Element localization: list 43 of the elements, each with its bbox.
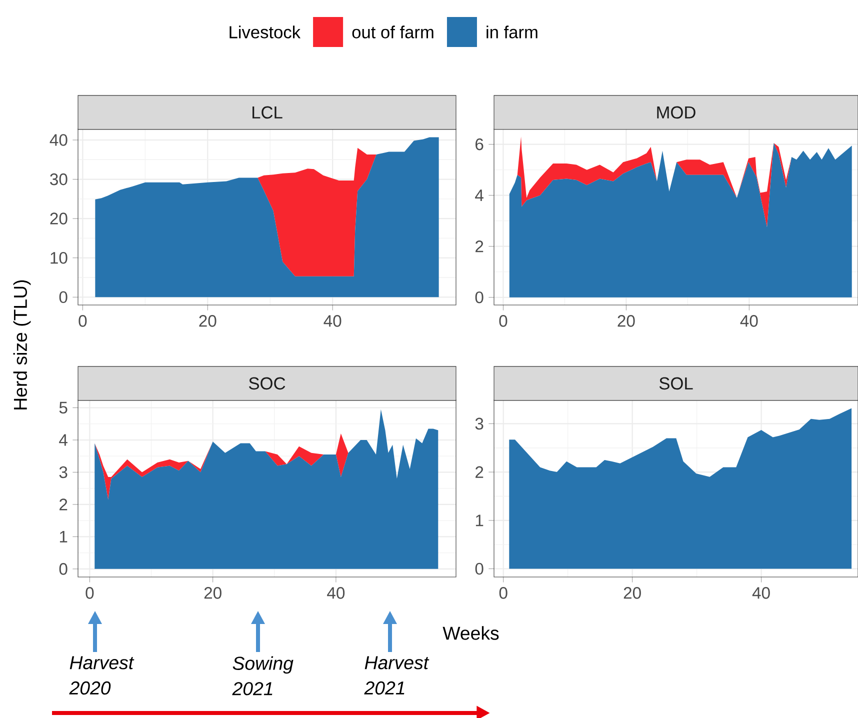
y-tick-label: 30 [50, 173, 68, 186]
x-tick-label: 0 [86, 587, 94, 599]
chart-title: SOL [659, 377, 693, 390]
y-tick-label: 5 [59, 402, 68, 414]
x-tick-label: 20 [199, 315, 216, 327]
y-tick-label: 0 [59, 291, 68, 304]
x-tick-label: 40 [327, 587, 345, 599]
y-tick-label: 4 [59, 434, 68, 446]
x-axis-title: Weeks [442, 626, 499, 640]
y-tick-label: 10 [50, 252, 68, 264]
y-tick-label: 0 [475, 291, 484, 304]
y-tick-label: 6 [476, 138, 484, 150]
legend-label: out of farm [352, 26, 434, 38]
x-tick-label: 40 [740, 315, 758, 327]
chart-title: SOC [249, 377, 286, 390]
x-tick-label: 40 [324, 315, 342, 327]
x-tick-label: 20 [624, 587, 641, 599]
x-tick-label: 0 [78, 315, 87, 327]
chart-title: MOD [657, 106, 696, 119]
y-tick-label: 2 [60, 498, 68, 510]
y-tick-label: 4 [475, 190, 484, 202]
y-tick-label: 1 [60, 530, 68, 542]
x-tick-label: 20 [204, 587, 222, 599]
y-tick-label: 0 [59, 563, 68, 575]
y-tick-label: 3 [59, 466, 68, 478]
y-axis-title: Herd size (TLU) [13, 280, 31, 410]
y-tick-label: 20 [50, 212, 68, 224]
y-tick-label: 2 [476, 240, 484, 252]
legend-title: Livestock [230, 26, 301, 38]
y-tick-label: 3 [475, 418, 484, 430]
x-tick-label: 0 [499, 587, 508, 599]
y-tick-label: 2 [476, 466, 484, 478]
y-tick-label: 40 [50, 134, 68, 146]
chart-title: LCL [252, 106, 282, 119]
legend-label: in farm [486, 26, 538, 38]
x-tick-label: 40 [752, 587, 770, 599]
y-tick-label: 1 [476, 514, 484, 526]
x-tick-label: 20 [618, 315, 635, 327]
text: Harvest 2020 [69, 656, 134, 695]
text: Harvest 2021 [364, 656, 430, 695]
text: Sowing 2021 [232, 656, 294, 696]
x-tick-label: 0 [499, 315, 508, 327]
y-tick-label: 0 [475, 562, 484, 575]
